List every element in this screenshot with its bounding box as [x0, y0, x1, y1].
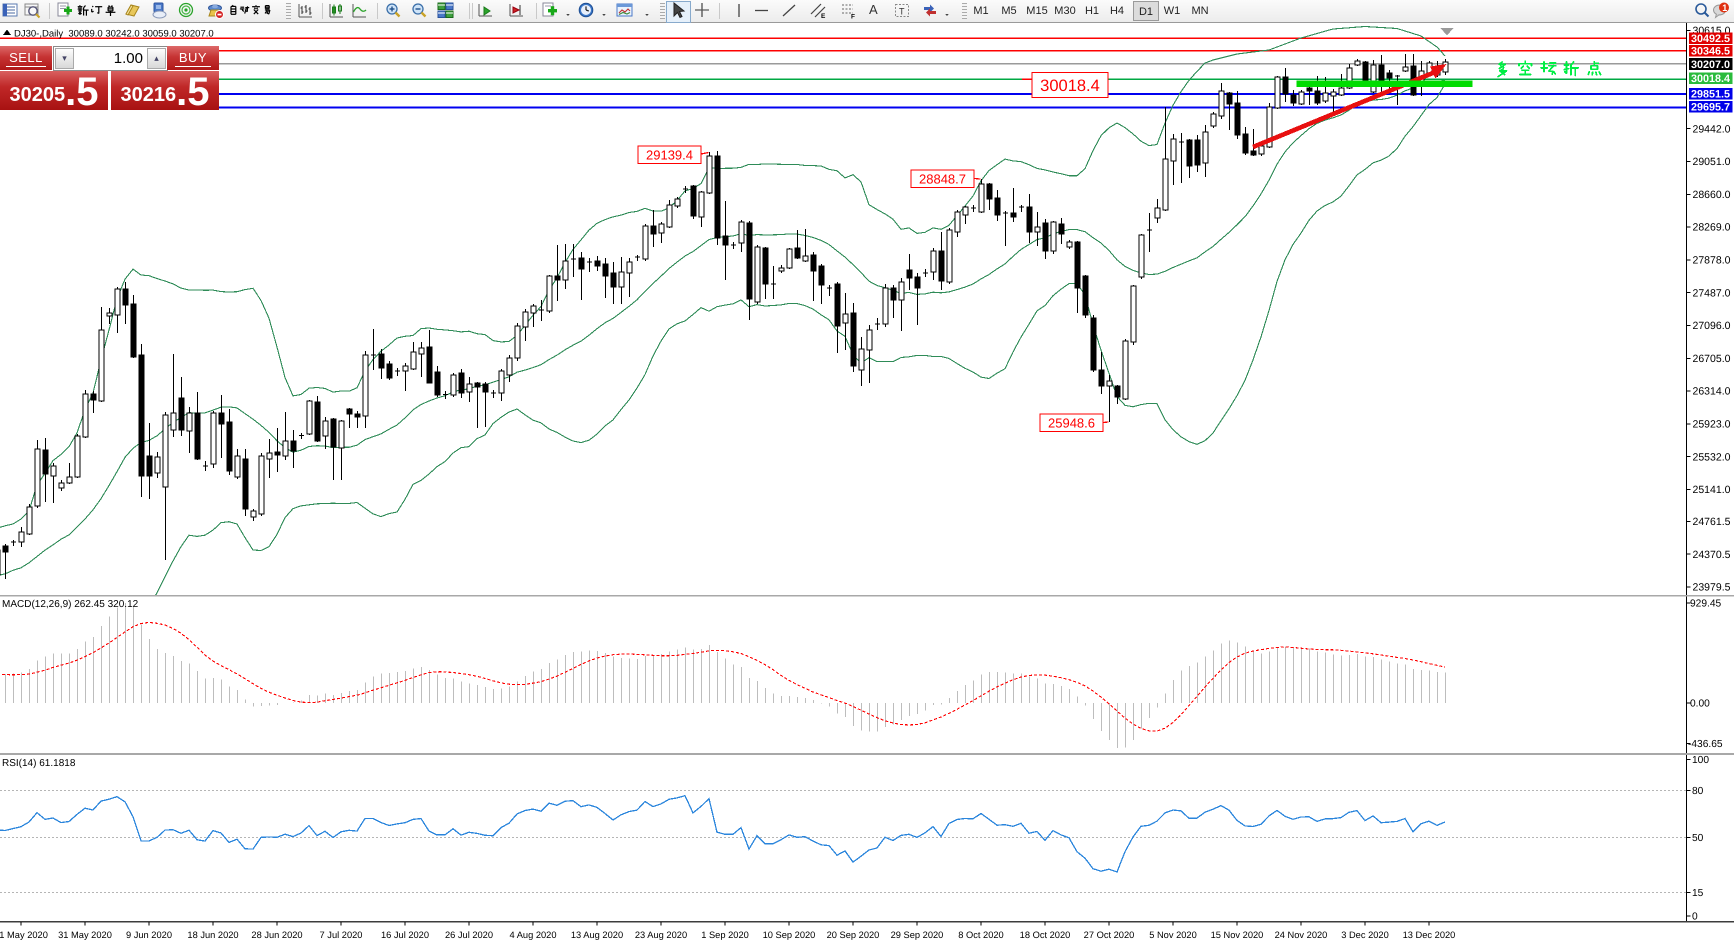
svg-text:9 Jun 2020: 9 Jun 2020	[126, 930, 172, 940]
svg-text:15: 15	[1692, 888, 1704, 899]
svg-text:13 Aug 2020: 13 Aug 2020	[571, 930, 623, 940]
svg-text:27096.0: 27096.0	[1693, 320, 1731, 332]
svg-text:T: T	[899, 7, 905, 17]
svg-text:29 Sep 2020: 29 Sep 2020	[891, 930, 944, 940]
svg-text:1 Sep 2020: 1 Sep 2020	[701, 930, 749, 940]
svg-text:26705.0: 26705.0	[1693, 353, 1731, 365]
svg-text:3 Dec 2020: 3 Dec 2020	[1341, 930, 1389, 940]
svg-text:E: E	[821, 13, 826, 19]
svg-text:27487.0: 27487.0	[1693, 287, 1731, 299]
svg-text:1: 1	[1722, 3, 1727, 13]
svg-text:24 Nov 2020: 24 Nov 2020	[1275, 930, 1328, 940]
svg-text:50: 50	[1692, 833, 1704, 844]
svg-text:25923.0: 25923.0	[1693, 419, 1731, 431]
svg-text:31 May 2020: 31 May 2020	[58, 930, 112, 940]
svg-text:0: 0	[1692, 912, 1698, 923]
svg-text:24370.5: 24370.5	[1693, 549, 1731, 561]
svg-text:80: 80	[1692, 786, 1704, 797]
svg-text:28269.0: 28269.0	[1693, 222, 1731, 234]
svg-text:0.00: 0.00	[1690, 698, 1710, 709]
svg-text:4 Aug 2020: 4 Aug 2020	[509, 930, 556, 940]
svg-text:29051.0: 29051.0	[1693, 156, 1731, 168]
svg-text:8 Oct 2020: 8 Oct 2020	[958, 930, 1003, 940]
svg-text:24761.5: 24761.5	[1693, 516, 1731, 528]
svg-text:28660.0: 28660.0	[1693, 189, 1731, 201]
svg-text:100: 100	[1692, 755, 1709, 766]
svg-text:30207.0: 30207.0	[1691, 59, 1730, 71]
svg-text:RSI(14) 61.1818: RSI(14) 61.1818	[2, 758, 76, 769]
svg-text:28848.7: 28848.7	[919, 171, 966, 186]
svg-text:27878.0: 27878.0	[1693, 255, 1731, 267]
svg-text:20 Sep 2020: 20 Sep 2020	[827, 930, 880, 940]
svg-text:30018.4: 30018.4	[1691, 73, 1730, 85]
svg-text:25948.6: 25948.6	[1048, 415, 1095, 430]
svg-text:29442.0: 29442.0	[1693, 123, 1731, 135]
svg-text:25141.0: 25141.0	[1693, 484, 1731, 496]
svg-text:18 Jun 2020: 18 Jun 2020	[187, 930, 238, 940]
svg-text:16 Jul 2020: 16 Jul 2020	[381, 930, 429, 940]
svg-text:28 Jun 2020: 28 Jun 2020	[251, 930, 302, 940]
svg-text:30018.4: 30018.4	[1040, 77, 1100, 95]
svg-text:30346.5: 30346.5	[1691, 46, 1730, 58]
svg-text:25532.0: 25532.0	[1693, 451, 1731, 463]
svg-text:23 Aug 2020: 23 Aug 2020	[635, 930, 687, 940]
svg-text:26314.0: 26314.0	[1693, 386, 1731, 398]
svg-text:7 Jul 2020: 7 Jul 2020	[320, 930, 363, 940]
svg-text:18 Oct 2020: 18 Oct 2020	[1020, 930, 1071, 940]
svg-text:27 Oct 2020: 27 Oct 2020	[1084, 930, 1135, 940]
svg-text:MACD(12,26,9) 262.45 320.12: MACD(12,26,9) 262.45 320.12	[2, 599, 139, 610]
svg-text:F: F	[851, 14, 855, 20]
svg-text:23979.5: 23979.5	[1693, 582, 1731, 594]
svg-text:5 Nov 2020: 5 Nov 2020	[1149, 930, 1197, 940]
svg-text:DJ30-,Daily 30089.0 30242.0 3: DJ30-,Daily 30089.0 30242.0 30059.0 3020…	[14, 29, 214, 40]
svg-text:29695.7: 29695.7	[1691, 102, 1730, 114]
svg-text:26 Jul 2020: 26 Jul 2020	[445, 930, 493, 940]
svg-text:21 May 2020: 21 May 2020	[0, 930, 48, 940]
svg-text:929.45: 929.45	[1690, 599, 1721, 610]
svg-text:30492.5: 30492.5	[1691, 33, 1730, 45]
svg-text:15 Nov 2020: 15 Nov 2020	[1211, 930, 1264, 940]
svg-text:10 Sep 2020: 10 Sep 2020	[763, 930, 816, 940]
svg-text:-436.65: -436.65	[1688, 739, 1723, 750]
svg-text:13 Dec 2020: 13 Dec 2020	[1403, 930, 1456, 940]
svg-text:29139.4: 29139.4	[646, 147, 693, 162]
svg-text:29851.5: 29851.5	[1691, 89, 1730, 101]
